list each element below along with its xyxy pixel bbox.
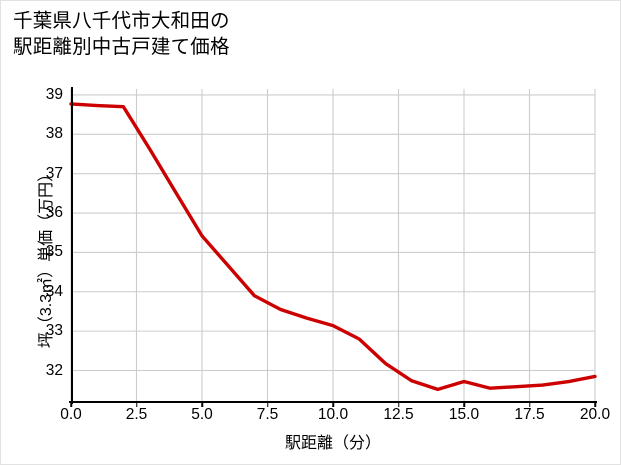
x-tick-label: 20.0 (579, 406, 611, 423)
y-axis-spine (71, 87, 74, 404)
y-tick-label: 38 (45, 125, 63, 143)
x-tick-label: 12.5 (383, 406, 414, 423)
x-tick-label: 17.5 (514, 406, 545, 423)
x-tick-mark (463, 402, 465, 407)
x-axis-title: 駅距離（分） (284, 435, 381, 452)
y-tick-label: 34 (45, 282, 63, 300)
x-tick-label: 2.5 (125, 406, 148, 423)
y-axis-title: 坪（3.3㎡）単価（万円） (38, 165, 55, 349)
x-tick-mark (70, 402, 72, 407)
x-tick-label: 15.0 (448, 406, 480, 423)
y-tick-label: 39 (45, 85, 63, 103)
y-tick-label: 36 (45, 204, 63, 222)
y-axis-tick-labels: 32 33 34 35 36 37 38 39 (1, 1, 63, 464)
chart-title: 千葉県八千代市大和田の 駅距離別中古戸建て価格 (13, 10, 230, 58)
x-tick-mark (135, 402, 138, 407)
x-tick-mark (594, 402, 596, 407)
x-tick-label: 5.0 (191, 406, 213, 423)
x-tick-mark (528, 402, 531, 407)
y-tick-label: 37 (45, 164, 63, 182)
y-tick-label: 35 (45, 243, 63, 261)
x-tick-label: 7.5 (256, 406, 279, 423)
y-tick-label: 33 (45, 322, 63, 340)
x-tick-mark (397, 402, 400, 407)
x-tick-label: 10.0 (317, 406, 349, 423)
x-tick-label: 0.0 (60, 406, 82, 423)
series-polyline (69, 102, 597, 392)
x-tick-mark (201, 402, 203, 407)
data-series-line (69, 102, 597, 392)
x-tick-mark (332, 402, 334, 407)
plot-area (69, 89, 597, 402)
y-tick-label: 32 (45, 361, 63, 379)
x-tick-mark (266, 402, 269, 407)
